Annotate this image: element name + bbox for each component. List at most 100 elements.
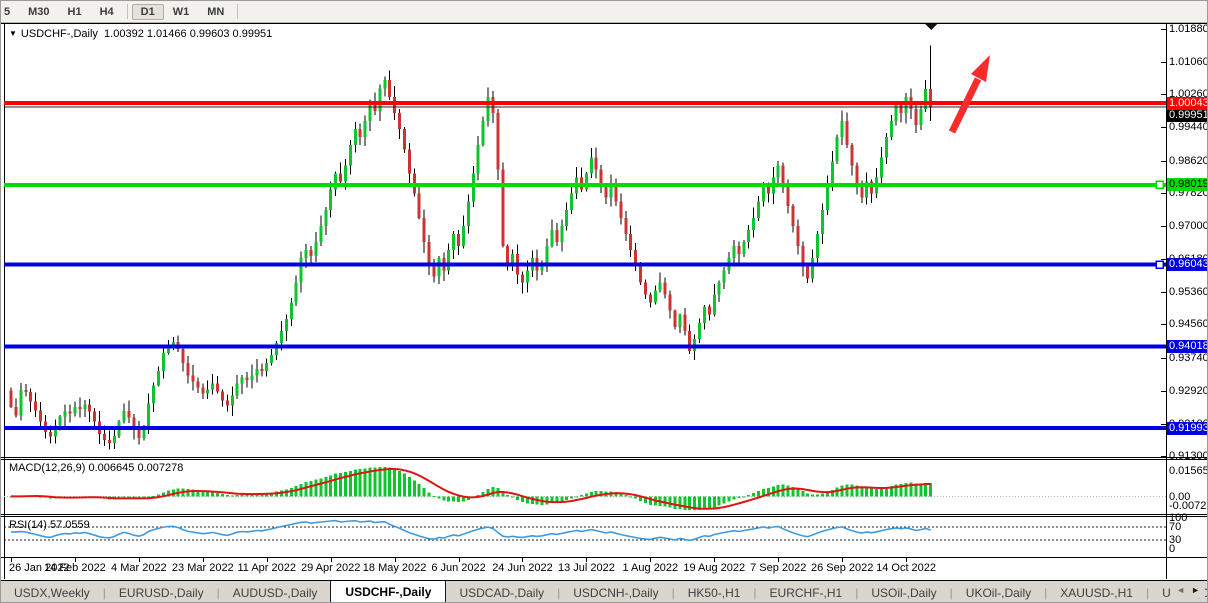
timeframe-button-d1[interactable]: D1: [131, 3, 164, 20]
chart-tab-eurusd-daily[interactable]: EURUSD-,Daily: [118, 585, 204, 600]
chart-collapse-icon[interactable]: ▼: [9, 29, 17, 38]
candle-bear: [624, 217, 628, 235]
tab-scroll-right-icon[interactable]: ►: [1191, 585, 1200, 595]
price-axis-line: [1166, 24, 1167, 579]
date-tick-label[interactable]: 13 Jul 2022: [557, 562, 615, 574]
date-tick-label[interactable]: 29 Apr 2022: [300, 562, 361, 574]
chart-tab-usoil-daily[interactable]: USOil-,Daily: [871, 585, 937, 600]
price-tick-label: 1.01060: [1169, 56, 1208, 69]
date-tick-label[interactable]: 19 Aug 2022: [683, 562, 746, 574]
timeframe-button-mn[interactable]: MN: [207, 5, 225, 18]
chart-top-border: [1, 23, 1207, 24]
candle-bear: [929, 89, 933, 107]
date-tick-mark: [266, 558, 268, 562]
macd-bar: [850, 484, 854, 497]
macd-bar: [766, 487, 770, 497]
date-tick-mark: [650, 558, 652, 562]
timeframe-button-5[interactable]: 5: [4, 5, 11, 18]
rsi-axis-label: 0: [1169, 543, 1176, 555]
candle-bear: [373, 100, 377, 111]
date-tick-label[interactable]: 23 Mar 2022: [171, 562, 234, 574]
candle-bull: [265, 363, 269, 372]
ohlc-low: 0.99603: [189, 28, 230, 40]
price-tick-label: 0.95360: [1169, 286, 1208, 299]
chart-tab-usdcad-daily[interactable]: USDCAD-,Daily: [459, 585, 545, 600]
rsi-line: [11, 519, 931, 542]
date-tick-label[interactable]: 14 Oct 2022: [876, 562, 937, 574]
chart-tab-audusd-daily[interactable]: AUDUSD-,Daily: [232, 585, 318, 600]
candle-bull: [653, 290, 657, 303]
arrow-annotation-head[interactable]: [971, 55, 990, 82]
macd-bar: [461, 496, 465, 502]
candle-bull: [112, 435, 116, 444]
timeframe-button-h4[interactable]: H4: [99, 5, 114, 18]
macd-bar: [260, 493, 264, 497]
tab-scroll-arrows: ◄ ►: [1171, 582, 1205, 598]
tab-scroll-left-icon[interactable]: ◄: [1176, 585, 1186, 595]
macd-signal-value: 0.007278: [137, 462, 184, 474]
date-tick-label[interactable]: 24 Jun 2022: [492, 562, 553, 574]
timeframe-button-w1[interactable]: W1: [172, 5, 190, 18]
price-tick-dash: [1161, 29, 1166, 30]
hline-handle-0.96043[interactable]: [1155, 260, 1164, 269]
macd-bar: [919, 483, 923, 497]
candle-bear: [599, 169, 603, 186]
chart-tab-ukoil-daily[interactable]: UKOil-,Daily: [965, 585, 1032, 600]
date-tick-label[interactable]: 4 Mar 2022: [111, 562, 167, 574]
macd-label: MACD(12,26,9) 0.006645 0.007278: [9, 462, 183, 474]
timeframe-button-m30[interactable]: M30: [28, 5, 50, 18]
timeframe-button-h1[interactable]: H1: [67, 5, 82, 18]
date-tick-label[interactable]: 6 Jun 2022: [431, 562, 486, 574]
macd-bar: [875, 488, 879, 497]
candle-bull: [334, 173, 338, 190]
candle-bear: [648, 294, 652, 303]
date-tick-label[interactable]: 7 Sep 2022: [750, 562, 807, 574]
arrow-annotation-shaft[interactable]: [948, 77, 982, 134]
macd-panel-bottom-border: [1, 514, 1207, 515]
chart-tab-usdchf-daily[interactable]: USDCHF-,Daily: [330, 581, 447, 602]
macd-bar: [698, 496, 702, 510]
candle-bear: [766, 185, 770, 194]
candle-bull: [865, 181, 869, 198]
macd-bar: [688, 496, 692, 510]
chart-tab-eurchf-h1[interactable]: EURCHF-,H1: [769, 585, 843, 600]
price-tick-dash: [1161, 225, 1166, 227]
chart-tab-xauusd-h1[interactable]: XAUUSD-,H1: [1060, 585, 1133, 600]
date-tick-label[interactable]: 14 Feb 2022: [44, 562, 106, 574]
tab-separator: |: [216, 586, 220, 600]
date-tick-label[interactable]: 26 Jan 2022: [9, 562, 70, 574]
chart-tab-usdx-weekly[interactable]: USDX,Weekly: [14, 585, 90, 600]
tab-separator: |: [557, 586, 561, 600]
macd-bar: [235, 495, 239, 497]
candle-bear: [555, 229, 559, 243]
candle-bull: [722, 270, 726, 283]
ohlc-high: 1.01466: [146, 28, 187, 40]
hline-handle-0.98019[interactable]: [1155, 180, 1164, 190]
date-tick-label[interactable]: 26 Sep 2022: [810, 562, 874, 574]
date-tick-label[interactable]: 1 Aug 2022: [622, 562, 679, 574]
date-tick-label[interactable]: 11 Apr 2022: [237, 562, 296, 574]
candle-bear: [786, 185, 790, 206]
macd-bar: [752, 493, 756, 497]
ohlc-close: 0.99951: [232, 28, 273, 40]
candle-bull: [289, 302, 293, 319]
price-tick-dash: [1161, 357, 1166, 359]
candle-bull: [894, 104, 898, 122]
macd-bar: [402, 473, 406, 497]
macd-bar: [727, 496, 731, 502]
candle-bear: [870, 181, 874, 194]
macd-bar: [668, 496, 672, 508]
rsi-value: 57.0559: [49, 519, 90, 531]
candle-bull: [742, 242, 746, 255]
price-tick-label: 0.97000: [1169, 219, 1208, 232]
candle-bull: [698, 322, 702, 339]
candle-bull: [919, 108, 923, 126]
macd-bar: [914, 483, 918, 497]
chart-tab-usdcnh-daily[interactable]: USDCNH-,Daily: [573, 585, 659, 600]
chart-tab-hk50-h1[interactable]: HK50-,H1: [687, 585, 741, 600]
candle-bull: [19, 389, 23, 416]
macd-bar: [860, 487, 864, 497]
macd-bar: [683, 496, 687, 510]
macd-bar: [186, 488, 190, 497]
date-tick-label[interactable]: 18 May 2022: [362, 562, 427, 574]
